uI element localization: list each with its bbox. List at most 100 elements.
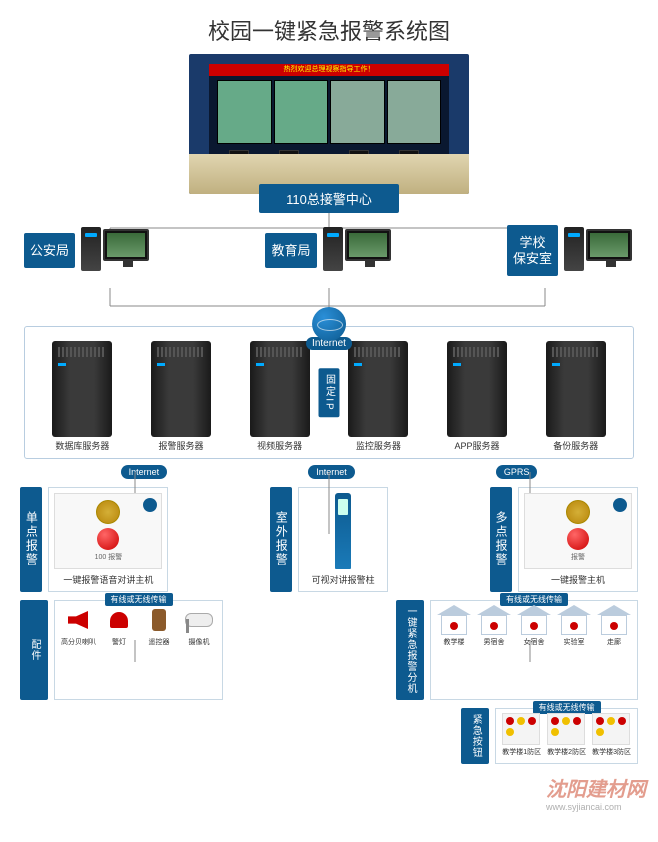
button-label: 教学楼2防区 (547, 747, 586, 757)
single-point-alarm: 单点报警 100 报警 一键报警语音对讲主机 (20, 487, 168, 592)
client-education: 教育局 (265, 227, 392, 275)
outdoor-alarm: 室外报警 可视对讲报警柱 (270, 487, 388, 592)
button-item: 教学楼1防区 (502, 713, 541, 757)
camera-icon (182, 605, 216, 635)
house-icon (437, 605, 471, 635)
link-pills-row: Internet Internet GPRS (0, 465, 658, 479)
device-label: 一键报警主机 (524, 573, 632, 586)
zone-item: 实验室 (557, 605, 591, 647)
server-backup: 备份服务器 (528, 341, 623, 452)
button-item: 教学楼3防区 (592, 713, 631, 757)
button-item: 教学楼2防区 (547, 713, 586, 757)
client-label: 学校 保安室 (507, 225, 558, 276)
server-icon (250, 341, 310, 437)
acc-side-label: 紧急按钮 (461, 708, 489, 764)
button-label: 教学楼1防区 (502, 747, 541, 757)
zone-label: 教学楼 (437, 637, 471, 647)
button-panel-icon (547, 713, 585, 745)
house-icon (517, 605, 551, 635)
computer-icon (81, 227, 151, 275)
led-banner: 热烈欢迎总理视察指导工作！ (209, 64, 449, 76)
server-panel: Internet 固定IP 数据库服务器 报警服务器 视频服务器 监控服务器 A… (24, 326, 634, 459)
watermark: 沈阳建材网 www.syjiancai.com (546, 773, 646, 812)
button-panel-icon (502, 713, 540, 745)
acc-side-label: 配件 (20, 600, 48, 700)
server-icon (52, 341, 112, 437)
device-label: 一键报警语音对讲主机 (54, 573, 162, 586)
zone-item: 男宿舍 (477, 605, 511, 647)
house-icon (557, 605, 591, 635)
client-label: 公安局 (24, 233, 75, 269)
acc-label: 高分贝喇叭 (61, 637, 96, 647)
control-room-photo: 热烈欢迎总理视察指导工作！ (189, 54, 469, 194)
zone-label: 实验室 (557, 637, 591, 647)
button-panel-icon (592, 713, 630, 745)
zone-item: 女宿舍 (517, 605, 551, 647)
alarm-pillar-icon (335, 493, 351, 569)
acc-label: 摄像机 (182, 637, 216, 647)
client-police: 公安局 (24, 227, 151, 275)
server-label: 报警服务器 (134, 441, 229, 452)
watermark-url: www.syjiancai.com (546, 802, 646, 812)
alarm-host-icon: 100 报警 (54, 493, 162, 569)
client-label: 教育局 (265, 233, 316, 269)
computer-icon (323, 227, 393, 275)
siren-icon (102, 605, 136, 635)
acc-panel-buttons: 有线或无线传输 教学楼1防区 教学楼2防区 教学楼3防区 (495, 708, 638, 764)
server-icon (151, 341, 211, 437)
house-icon (597, 605, 631, 635)
alarm-host-box: 报警 一键报警主机 (518, 487, 638, 592)
button-label: 教学楼3防区 (592, 747, 631, 757)
accessories-row: 配件 有线或无线传输 高分贝喇叭 警灯 遥控器 摄像机 (0, 592, 658, 700)
house-icon (477, 605, 511, 635)
globe-icon (312, 307, 346, 341)
server-app: APP服务器 (430, 341, 525, 452)
zone-label: 走廊 (597, 637, 631, 647)
acc-panel-houses: 有线或无线传输 教学楼 男宿舍 女宿舍 实验室 (430, 600, 638, 700)
zone-label: 男宿舍 (477, 637, 511, 647)
block-label: 多点报警 (490, 487, 512, 592)
internet-badge: Internet (306, 307, 352, 350)
accessories-bottom-row: 紧急按钮 有线或无线传输 教学楼1防区 教学楼2防区 教学楼3防区 (0, 700, 658, 764)
server-alarm: 报警服务器 (134, 341, 229, 452)
acc-item: 摄像机 (182, 605, 216, 647)
server-label: 视频服务器 (232, 441, 327, 452)
acc-side-label: 一键紧急报警分机 (396, 600, 424, 700)
alarm-devices-row: 单点报警 100 报警 一键报警语音对讲主机 室外报警 可视对讲报警柱 多点报警 (0, 479, 658, 592)
link-pill: Internet (121, 465, 168, 479)
client-school: 学校 保安室 (507, 225, 634, 276)
zone-item: 走廊 (597, 605, 631, 647)
accessories-left: 配件 有线或无线传输 高分贝喇叭 警灯 遥控器 摄像机 (20, 600, 223, 700)
zone-label: 女宿舍 (517, 637, 551, 647)
link-pill: GPRS (496, 465, 538, 479)
diagram-title: 校园一键紧急报警系统图 (0, 0, 658, 54)
acc-label: 警灯 (102, 637, 136, 647)
center-label: 110总接警中心 (259, 184, 399, 213)
client-tier: 公安局 教育局 学校 保安室 (0, 213, 658, 276)
multi-point-alarm: 多点报警 报警 一键报警主机 (490, 487, 638, 592)
server-label: 数据库服务器 (35, 441, 130, 452)
acc-item: 高分贝喇叭 (61, 605, 96, 647)
acc-panel-left: 有线或无线传输 高分贝喇叭 警灯 遥控器 摄像机 (54, 600, 223, 700)
zone-item: 教学楼 (437, 605, 471, 647)
server-label: 备份服务器 (528, 441, 623, 452)
emergency-buttons-block: 紧急按钮 有线或无线传输 教学楼1防区 教学楼2防区 教学楼3防区 (461, 708, 638, 764)
acc-item: 遥控器 (142, 605, 176, 647)
acc-item: 警灯 (102, 605, 136, 647)
server-db: 数据库服务器 (35, 341, 130, 452)
watermark-text: 沈阳建材网 (546, 779, 646, 801)
server-monitor: 监控服务器 (331, 341, 426, 452)
fixed-ip-label: 固定IP (319, 368, 340, 417)
alarm-pillar-box: 可视对讲报警柱 (298, 487, 388, 592)
server-icon (447, 341, 507, 437)
server-video: 视频服务器 (232, 341, 327, 452)
server-label: APP服务器 (430, 441, 525, 452)
link-pill: Internet (308, 465, 355, 479)
alarm-host-icon: 报警 (524, 493, 632, 569)
block-label: 室外报警 (270, 487, 292, 592)
computer-icon (564, 227, 634, 275)
server-icon (348, 341, 408, 437)
alarm-host-box: 100 报警 一键报警语音对讲主机 (48, 487, 168, 592)
device-label: 可视对讲报警柱 (304, 573, 382, 586)
remote-icon (142, 605, 176, 635)
